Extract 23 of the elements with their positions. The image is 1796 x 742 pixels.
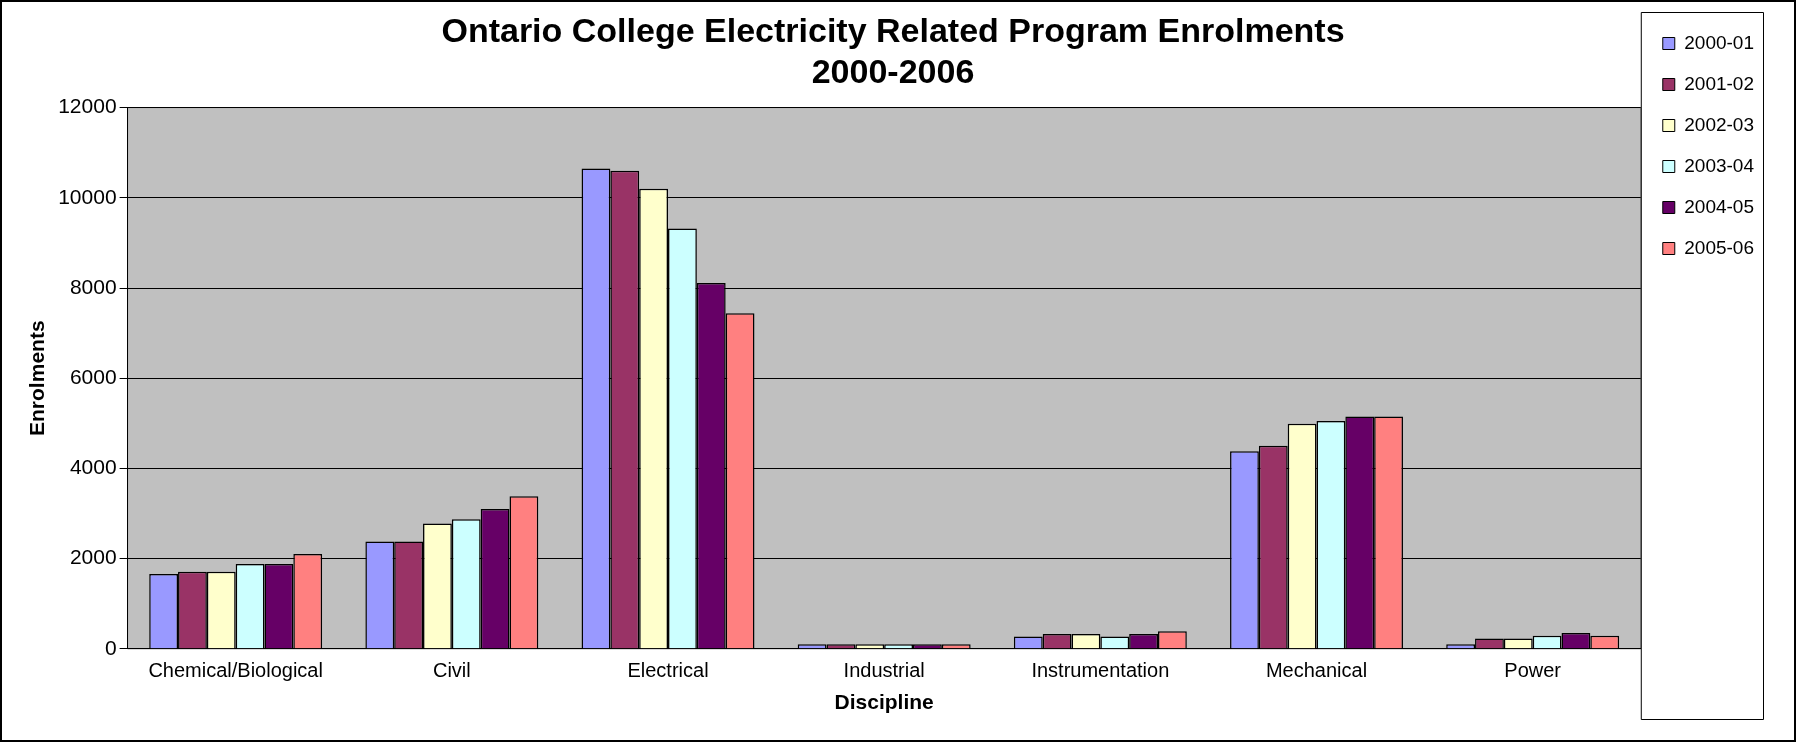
- legend-label: 2004-05: [1684, 195, 1755, 217]
- x-tick-label: Mechanical: [1265, 659, 1368, 682]
- y-tick-label: 6000: [69, 365, 117, 388]
- y-tick-label: 12000: [58, 94, 117, 118]
- legend-label: 2001-02: [1684, 72, 1755, 94]
- y-tick-label: 8000: [69, 274, 117, 298]
- legend-label: 2003-04: [1684, 154, 1755, 176]
- x-tick-label: Power: [1504, 659, 1562, 682]
- y-tick-label: 0: [104, 635, 117, 659]
- y-axis-title: Enrolments: [25, 320, 49, 436]
- x-tick-label: Industrial: [843, 659, 925, 682]
- y-tick-label: 10000: [58, 184, 117, 208]
- legend-label: 2002-03: [1684, 113, 1755, 135]
- y-tick-label: 2000: [69, 545, 117, 569]
- x-tick-label: Instrumentation: [1031, 659, 1170, 682]
- x-tick-label: Civil: [432, 659, 471, 682]
- chart-title: Ontario College Electricity Related Program Enrolments 2000-2006: [441, 10, 1345, 90]
- y-tick-label: 4000: [69, 455, 117, 479]
- x-axis-title: Discipline: [834, 690, 934, 714]
- legend-label: 2000-01: [1684, 31, 1755, 53]
- x-tick-label: Electrical: [627, 659, 709, 682]
- legend-label: 2005-06: [1684, 236, 1755, 258]
- x-tick-label: Chemical/Biological: [148, 659, 323, 682]
